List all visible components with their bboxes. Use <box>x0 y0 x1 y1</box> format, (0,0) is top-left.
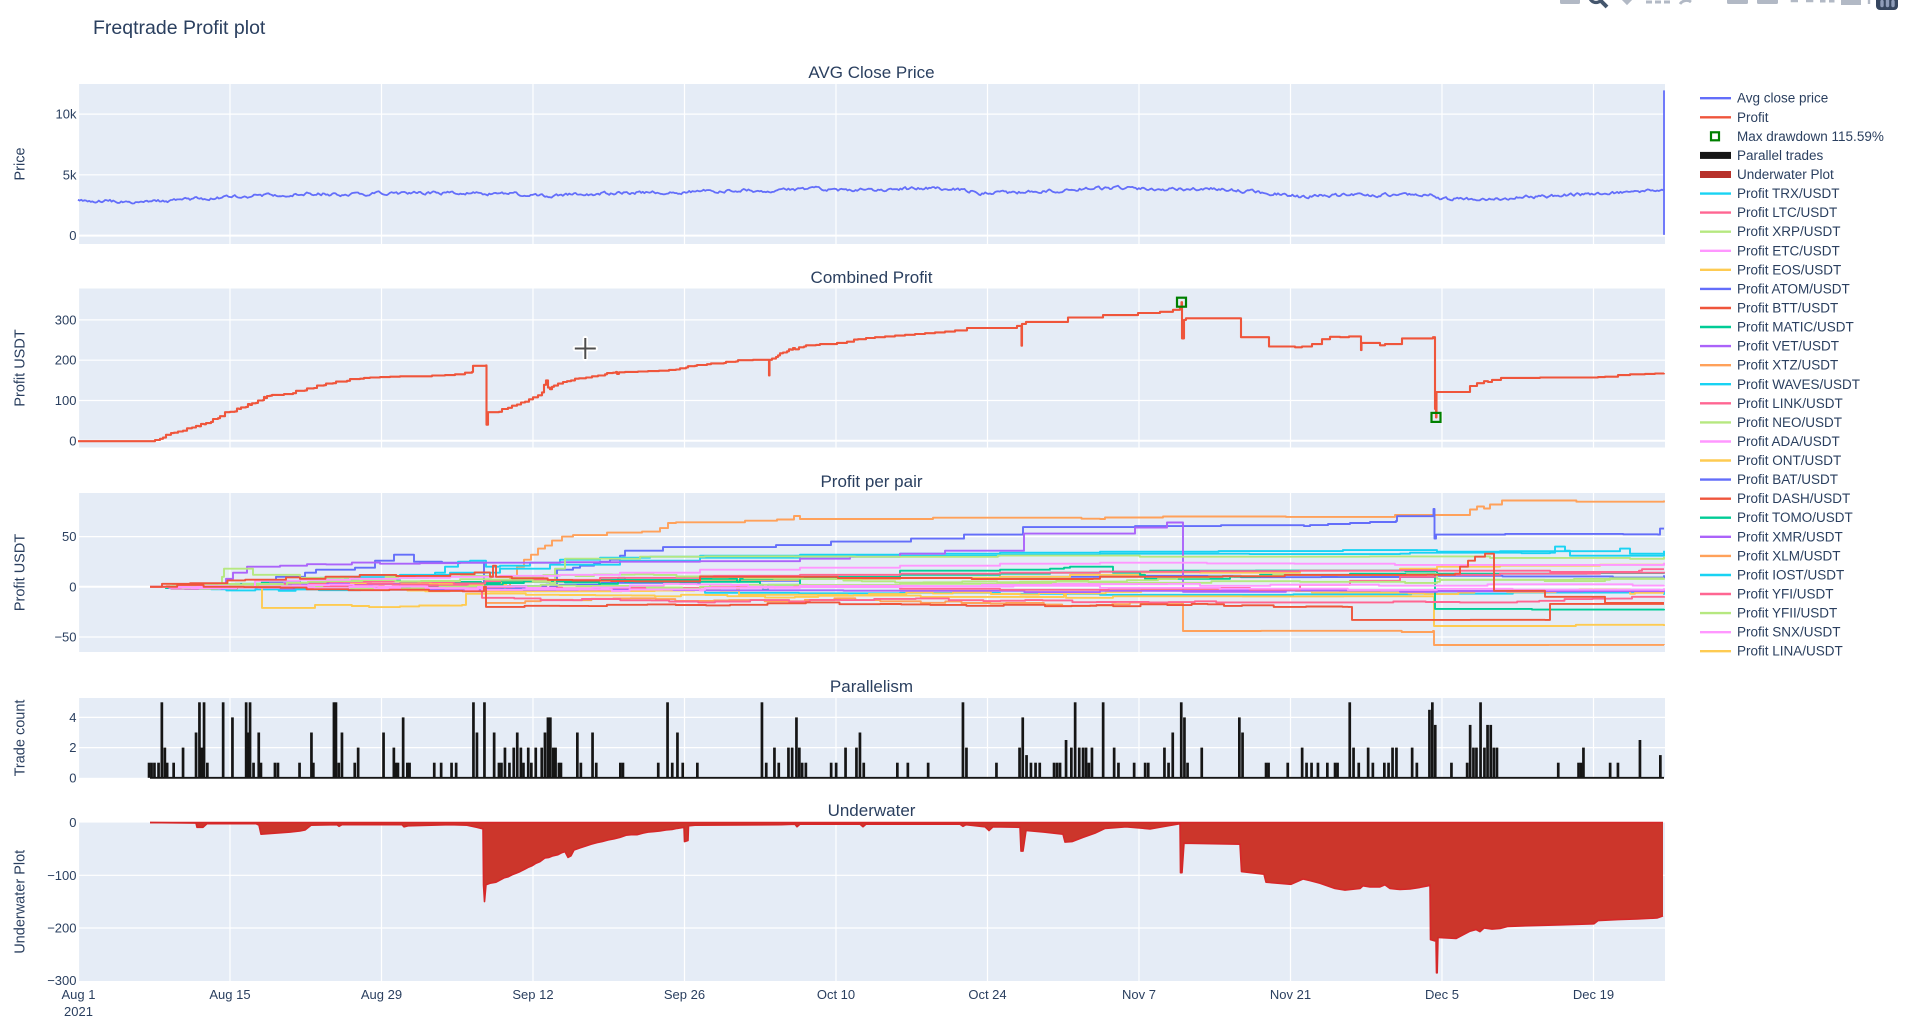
svg-text:Profit LINK/USDT: Profit LINK/USDT <box>1737 396 1843 411</box>
svg-text:Freqtrade Profit plot: Freqtrade Profit plot <box>93 17 266 39</box>
svg-text:Profit BAT/USDT: Profit BAT/USDT <box>1737 472 1838 487</box>
svg-text:Profit MATIC/USDT: Profit MATIC/USDT <box>1737 320 1854 335</box>
svg-text:−300: −300 <box>47 973 76 988</box>
svg-text:Profit DASH/USDT: Profit DASH/USDT <box>1737 491 1850 506</box>
svg-text:AVG Close Price: AVG Close Price <box>808 63 934 82</box>
svg-text:Combined Profit: Combined Profit <box>811 268 933 287</box>
svg-text:Profit BTT/USDT: Profit BTT/USDT <box>1737 301 1838 316</box>
svg-text:Aug 1: Aug 1 <box>62 987 96 1002</box>
svg-text:0: 0 <box>69 815 76 830</box>
svg-text:−50: −50 <box>54 630 76 645</box>
svg-text:Nov 7: Nov 7 <box>1122 987 1156 1002</box>
svg-text:Price: Price <box>13 147 29 180</box>
svg-text:Parallel trades: Parallel trades <box>1737 148 1824 163</box>
svg-text:Profit XRP/USDT: Profit XRP/USDT <box>1737 224 1841 239</box>
svg-text:Profit USDT: Profit USDT <box>13 329 29 406</box>
svg-text:Profit XTZ/USDT: Profit XTZ/USDT <box>1737 358 1838 373</box>
svg-text:Profit XMR/USDT: Profit XMR/USDT <box>1737 529 1843 544</box>
svg-text:Nov 21: Nov 21 <box>1270 987 1311 1002</box>
svg-text:Trade count: Trade count <box>13 700 29 777</box>
svg-text:Aug 29: Aug 29 <box>361 987 402 1002</box>
svg-text:Sep 12: Sep 12 <box>512 987 553 1002</box>
svg-text:Profit WAVES/USDT: Profit WAVES/USDT <box>1737 377 1860 392</box>
svg-text:0: 0 <box>69 579 76 594</box>
svg-text:Underwater Plot: Underwater Plot <box>13 850 29 954</box>
svg-text:Oct 24: Oct 24 <box>968 987 1006 1002</box>
svg-text:Max drawdown 115.59%: Max drawdown 115.59% <box>1737 129 1884 144</box>
svg-text:Profit ETC/USDT: Profit ETC/USDT <box>1737 243 1840 258</box>
svg-text:Avg close price: Avg close price <box>1737 91 1828 106</box>
svg-text:200: 200 <box>55 353 77 368</box>
svg-text:Profit per pair: Profit per pair <box>820 472 922 491</box>
svg-text:Profit VET/USDT: Profit VET/USDT <box>1737 339 1839 354</box>
svg-text:4: 4 <box>69 710 76 725</box>
svg-text:−200: −200 <box>47 921 76 936</box>
svg-text:2: 2 <box>69 740 76 755</box>
svg-text:Profit TRX/USDT: Profit TRX/USDT <box>1737 186 1840 201</box>
svg-text:2021: 2021 <box>64 1004 93 1019</box>
svg-text:Dec 19: Dec 19 <box>1573 987 1614 1002</box>
svg-text:Dec 5: Dec 5 <box>1425 987 1459 1002</box>
svg-text:Oct 10: Oct 10 <box>817 987 855 1002</box>
svg-text:300: 300 <box>55 312 77 327</box>
svg-text:Profit LTC/USDT: Profit LTC/USDT <box>1737 205 1837 220</box>
svg-text:10k: 10k <box>56 107 77 122</box>
svg-text:100: 100 <box>55 393 77 408</box>
svg-text:Profit ADA/USDT: Profit ADA/USDT <box>1737 434 1840 449</box>
svg-text:Profit LINA/USDT: Profit LINA/USDT <box>1737 644 1843 659</box>
svg-text:Parallelism: Parallelism <box>830 677 913 696</box>
svg-text:Aug 15: Aug 15 <box>209 987 250 1002</box>
svg-text:Profit ATOM/USDT: Profit ATOM/USDT <box>1737 281 1850 296</box>
svg-text:Underwater: Underwater <box>828 801 916 820</box>
svg-text:Profit NEO/USDT: Profit NEO/USDT <box>1737 415 1842 430</box>
svg-text:Profit USDT: Profit USDT <box>13 534 29 611</box>
svg-text:Profit ONT/USDT: Profit ONT/USDT <box>1737 453 1841 468</box>
svg-text:Profit YFI/USDT: Profit YFI/USDT <box>1737 587 1834 602</box>
svg-text:Profit TOMO/USDT: Profit TOMO/USDT <box>1737 510 1853 525</box>
svg-text:0: 0 <box>69 770 76 785</box>
svg-text:Sep 26: Sep 26 <box>664 987 705 1002</box>
svg-text:Profit: Profit <box>1737 110 1769 125</box>
svg-text:50: 50 <box>62 529 76 544</box>
svg-text:Profit YFII/USDT: Profit YFII/USDT <box>1737 606 1837 621</box>
svg-text:−100: −100 <box>47 868 76 883</box>
svg-text:Profit EOS/USDT: Profit EOS/USDT <box>1737 262 1841 277</box>
svg-text:0: 0 <box>69 433 76 448</box>
svg-text:Underwater Plot: Underwater Plot <box>1737 167 1834 182</box>
svg-text:Profit XLM/USDT: Profit XLM/USDT <box>1737 548 1841 563</box>
svg-text:5k: 5k <box>63 167 77 182</box>
svg-text:Profit IOST/USDT: Profit IOST/USDT <box>1737 568 1844 583</box>
svg-text:0: 0 <box>69 228 76 243</box>
svg-text:Profit SNX/USDT: Profit SNX/USDT <box>1737 625 1841 640</box>
